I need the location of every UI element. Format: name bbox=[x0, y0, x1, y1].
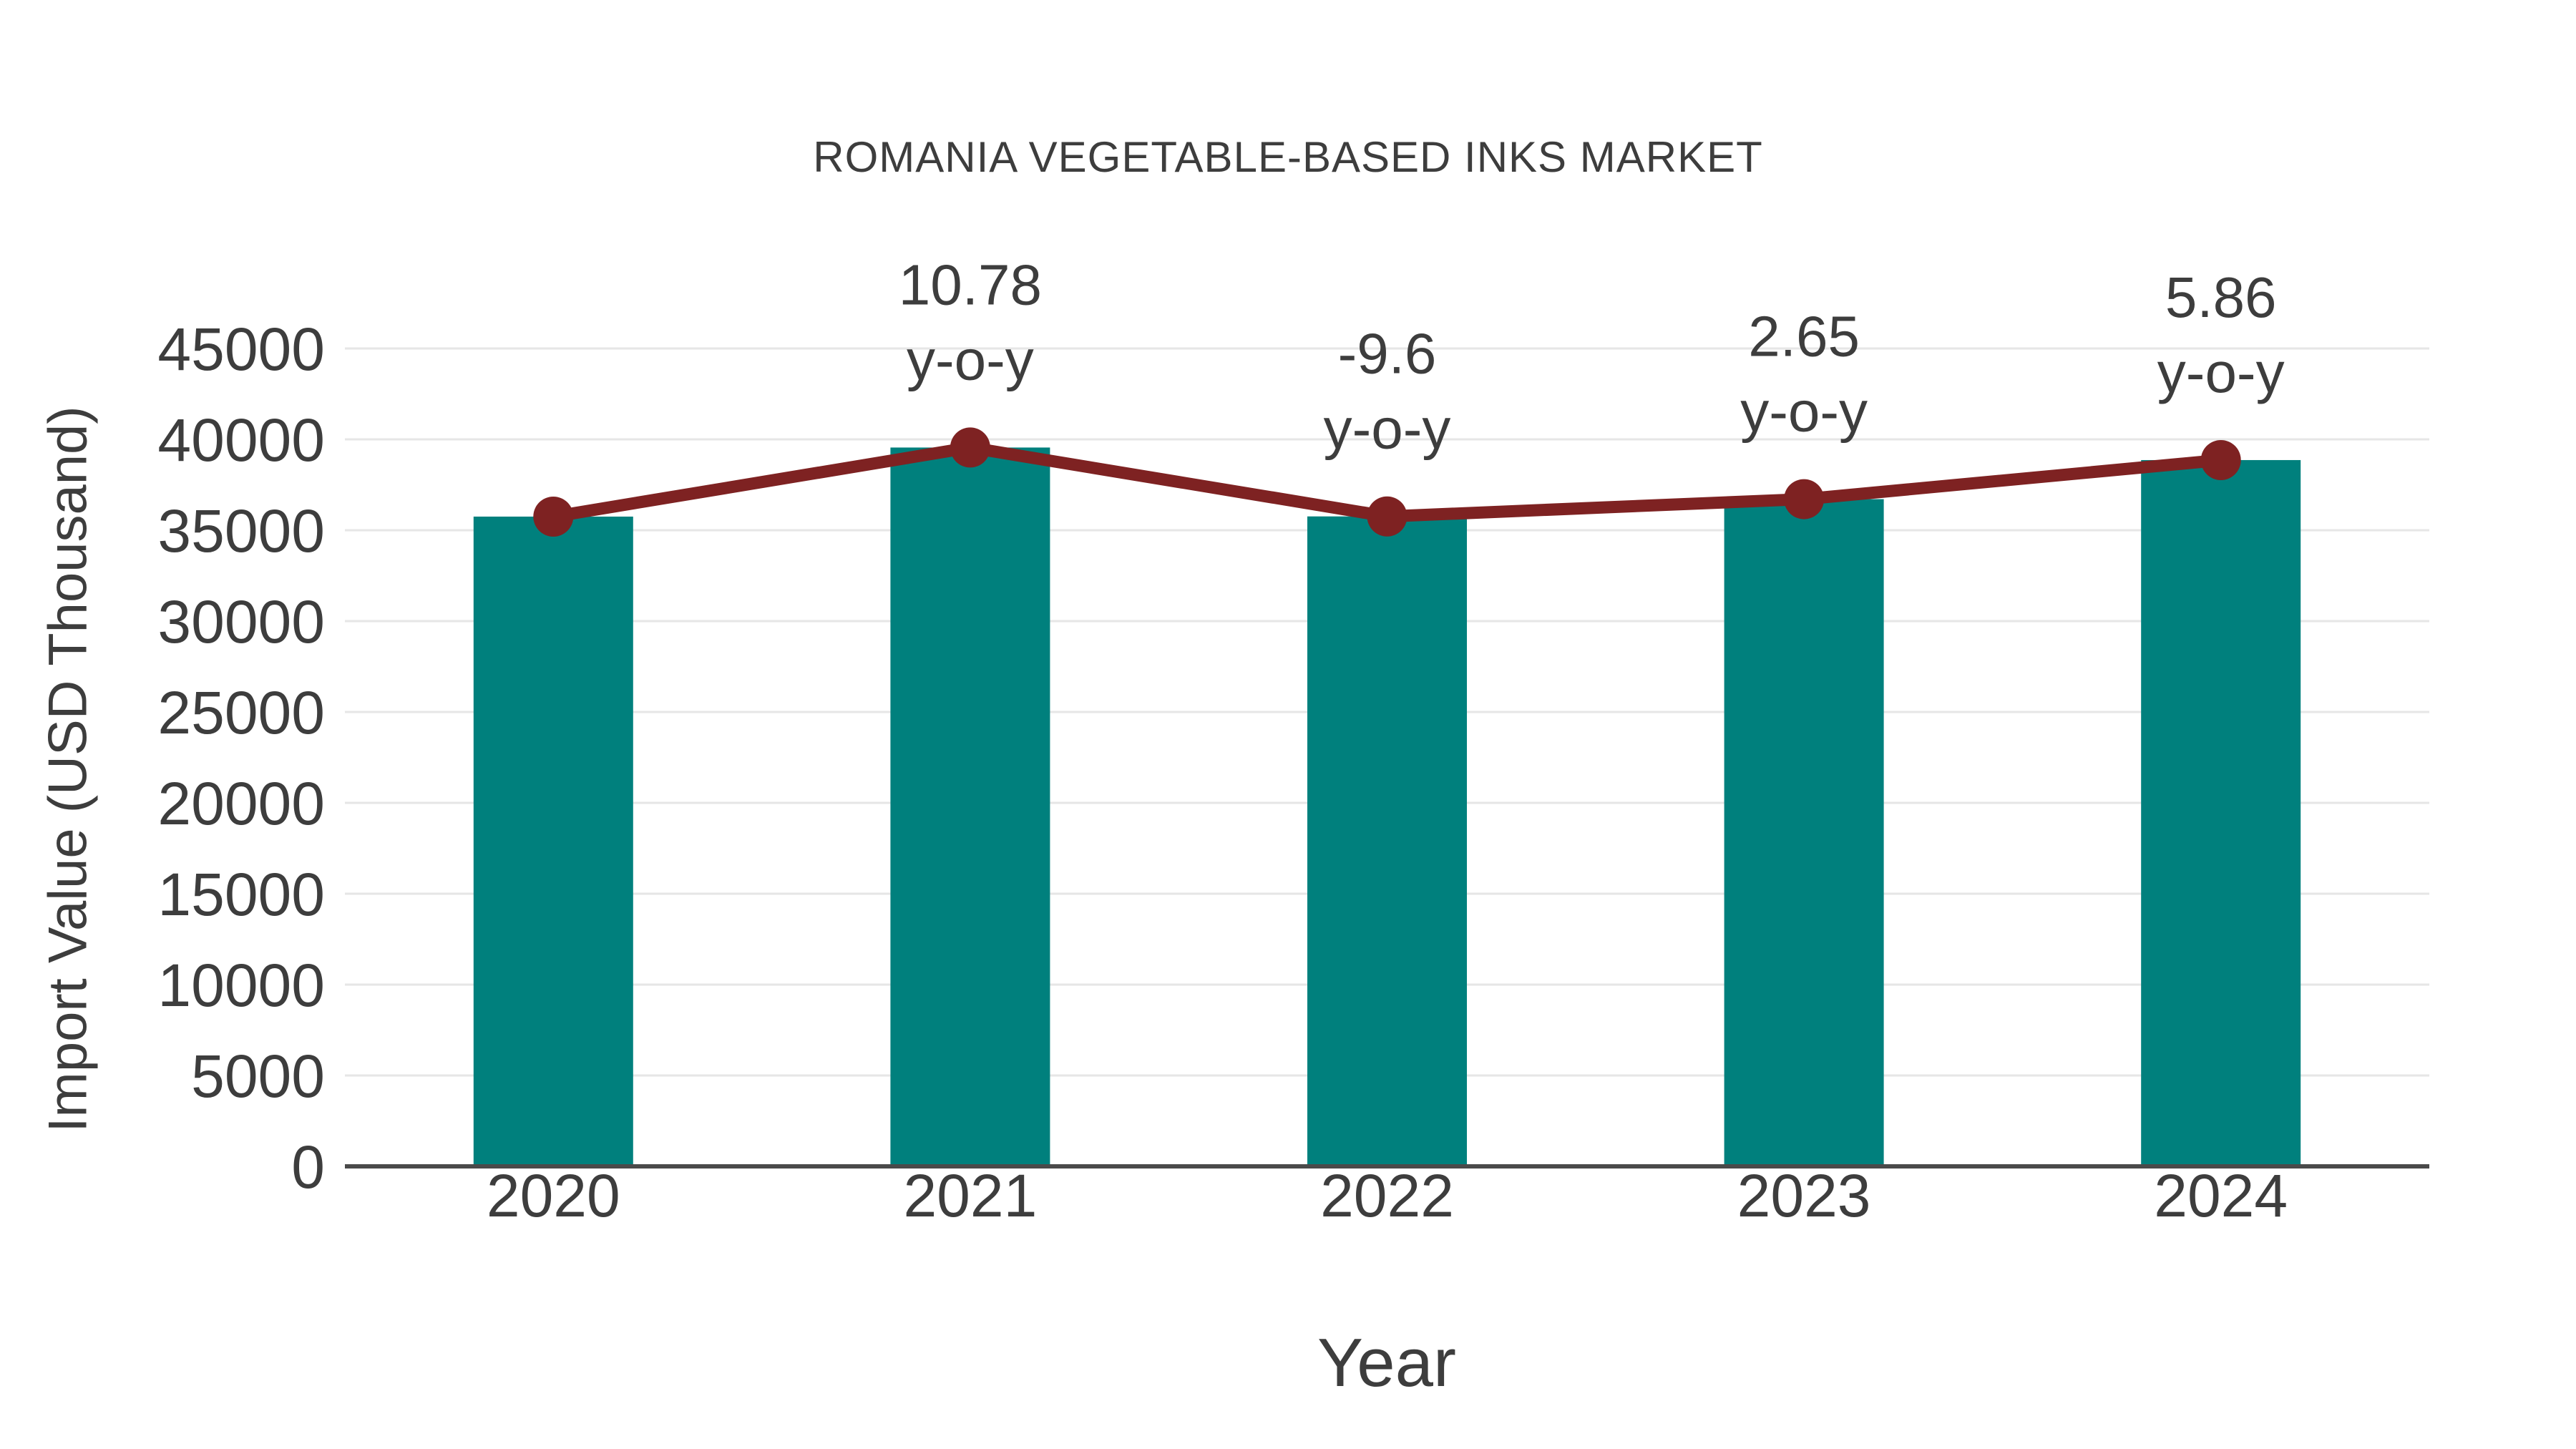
data-point-marker-2020 bbox=[533, 496, 574, 537]
y-tick-label: 15000 bbox=[157, 861, 325, 928]
yoy-value-label: 2.65 bbox=[1748, 305, 1860, 369]
bar-2020 bbox=[473, 516, 633, 1166]
x-axis-title: Year bbox=[1317, 1324, 1456, 1401]
y-tick-label: 10000 bbox=[157, 952, 325, 1019]
y-tick-label: 40000 bbox=[157, 406, 325, 474]
x-tick-label: 2020 bbox=[487, 1162, 620, 1229]
yoy-suffix-label: y-o-y bbox=[1324, 397, 1451, 461]
y-tick-label: 0 bbox=[291, 1133, 325, 1201]
x-tick-label: 2023 bbox=[1737, 1162, 1871, 1229]
yoy-value-label: -9.6 bbox=[1338, 322, 1437, 386]
y-tick-label: 45000 bbox=[157, 316, 325, 383]
data-point-marker-2024 bbox=[2200, 439, 2241, 480]
yoy-value-label: 5.86 bbox=[2165, 265, 2277, 329]
data-point-marker-2023 bbox=[1784, 479, 1825, 519]
data-point-marker-2022 bbox=[1367, 496, 1407, 537]
bar-2024 bbox=[2141, 459, 2301, 1166]
yoy-value-label: 10.78 bbox=[899, 253, 1042, 316]
yoy-suffix-label: y-o-y bbox=[907, 328, 1034, 391]
x-tick-label: 2024 bbox=[2154, 1162, 2288, 1229]
x-tick-label: 2021 bbox=[903, 1162, 1037, 1229]
y-tick-label: 30000 bbox=[157, 588, 325, 655]
chart-title: ROMANIA VEGETABLE-BASED INKS MARKET bbox=[813, 133, 1763, 181]
yoy-suffix-label: y-o-y bbox=[1740, 380, 1868, 444]
y-tick-label: 25000 bbox=[157, 679, 325, 746]
bar-2023 bbox=[1724, 499, 1884, 1166]
bar-2021 bbox=[890, 447, 1050, 1166]
y-tick-label: 20000 bbox=[157, 770, 325, 837]
bar-2022 bbox=[1307, 516, 1467, 1166]
yoy-suffix-label: y-o-y bbox=[2157, 341, 2285, 404]
y-tick-label: 5000 bbox=[191, 1043, 325, 1110]
x-tick-label: 2022 bbox=[1320, 1162, 1454, 1229]
y-tick-label: 35000 bbox=[157, 497, 325, 565]
data-point-marker-2021 bbox=[950, 427, 990, 468]
